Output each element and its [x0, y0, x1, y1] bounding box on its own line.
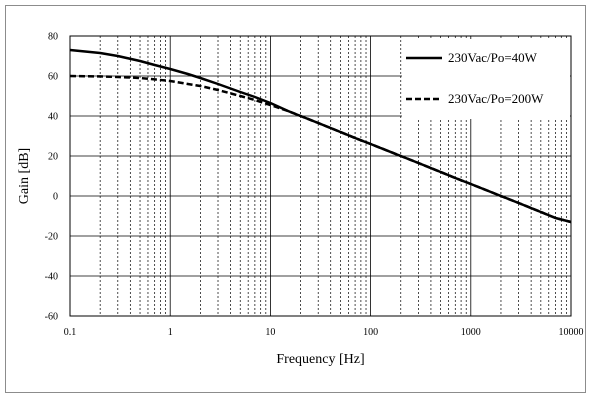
y-tick-label: -60: [45, 312, 58, 323]
plot-area-border: [69, 35, 572, 317]
x-axis-label: Frequency [Hz]: [276, 352, 364, 367]
tick-labels: -60 -40 -20 0 20 40 60 80 0.1 1 10 100 1000 10000: [45, 32, 584, 339]
y-tick-label: 80: [48, 32, 58, 43]
series-line-200w: [69, 74, 572, 224]
y-tick-label: -40: [45, 272, 58, 283]
x-tick-label: 10: [265, 327, 275, 338]
legend: 230Vac/Po=40W 230Vac/Po=200W: [402, 39, 570, 119]
x-tick-label: 0.1: [64, 327, 77, 338]
x-tick-label: 100: [363, 327, 378, 338]
series-lines: [69, 48, 572, 224]
chart-frame: -60 -40 -20 0 20 40 60 80 0.1 1 10 100 1000 10000 Fre…: [5, 5, 586, 393]
y-tick-label: 20: [48, 152, 58, 163]
y-tick-label: 40: [48, 112, 58, 123]
legend-entry-40w: 230Vac/Po=40W: [448, 50, 538, 65]
gain-chart: -60 -40 -20 0 20 40 60 80 0.1 1 10 100 1000 10000 Fre…: [17, 32, 584, 368]
x-tick-label: 10000: [559, 327, 584, 338]
x-tick-label: 1000: [461, 327, 481, 338]
legend-background: [402, 39, 570, 119]
y-tick-label: 0: [53, 192, 58, 203]
y-axis-label: Gain [dB]: [17, 148, 32, 204]
x-tick-label: 1: [168, 327, 173, 338]
y-tick-label: -20: [45, 232, 58, 243]
legend-entry-200w: 230Vac/Po=200W: [448, 91, 544, 106]
y-tick-label: 60: [48, 72, 58, 83]
